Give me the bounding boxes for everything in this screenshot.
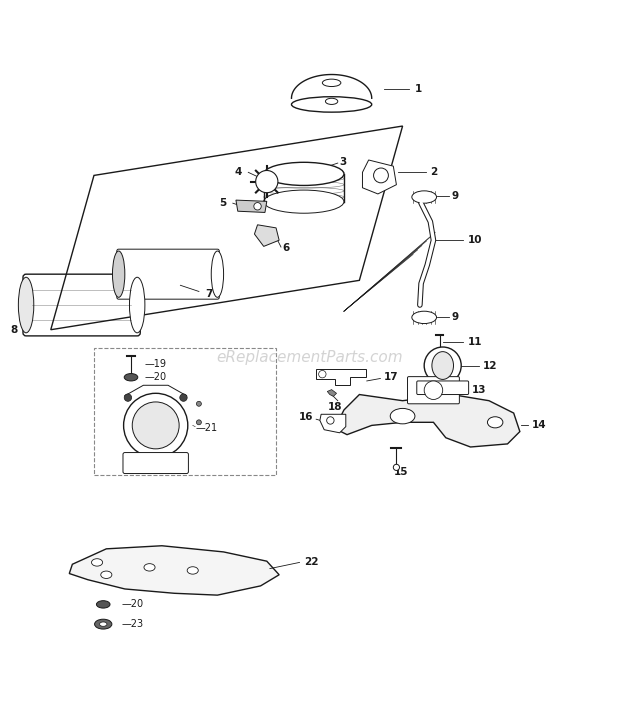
Ellipse shape	[92, 558, 103, 566]
Ellipse shape	[412, 311, 436, 324]
Circle shape	[124, 394, 131, 401]
Text: 18: 18	[327, 402, 342, 412]
Ellipse shape	[95, 619, 112, 629]
Polygon shape	[327, 390, 337, 396]
FancyBboxPatch shape	[407, 377, 459, 404]
Text: —21: —21	[196, 423, 218, 433]
Ellipse shape	[124, 373, 138, 381]
Circle shape	[393, 464, 399, 470]
Polygon shape	[69, 546, 279, 595]
FancyBboxPatch shape	[417, 381, 469, 395]
Text: 9: 9	[452, 191, 459, 201]
Ellipse shape	[487, 417, 503, 428]
Ellipse shape	[424, 347, 461, 384]
FancyBboxPatch shape	[23, 274, 140, 336]
Polygon shape	[236, 200, 267, 212]
Text: 9: 9	[452, 312, 459, 322]
Circle shape	[197, 401, 202, 406]
Text: 10: 10	[467, 235, 482, 245]
Ellipse shape	[264, 190, 344, 213]
Ellipse shape	[187, 567, 198, 574]
Text: eReplacementParts.com: eReplacementParts.com	[216, 350, 404, 365]
Text: —20: —20	[144, 373, 167, 383]
FancyBboxPatch shape	[123, 453, 188, 473]
Ellipse shape	[101, 571, 112, 578]
Text: 15: 15	[394, 467, 408, 477]
Circle shape	[374, 168, 388, 183]
Circle shape	[123, 393, 188, 458]
Text: 2: 2	[430, 167, 438, 177]
Ellipse shape	[100, 622, 107, 626]
Text: 7: 7	[205, 289, 213, 299]
Circle shape	[254, 202, 261, 210]
Text: 4: 4	[235, 167, 242, 177]
Text: 11: 11	[467, 337, 482, 347]
Ellipse shape	[291, 97, 372, 112]
Ellipse shape	[19, 277, 34, 332]
Ellipse shape	[264, 162, 344, 185]
Text: 12: 12	[483, 360, 497, 370]
Text: 13: 13	[472, 385, 486, 395]
Text: 5: 5	[219, 198, 227, 208]
FancyBboxPatch shape	[117, 249, 219, 299]
Text: 1: 1	[415, 84, 422, 94]
Text: 6: 6	[282, 243, 290, 253]
Text: 22: 22	[304, 558, 318, 568]
Ellipse shape	[144, 563, 155, 571]
Ellipse shape	[412, 191, 436, 203]
Polygon shape	[335, 395, 520, 447]
Text: 3: 3	[340, 157, 347, 167]
Circle shape	[319, 370, 326, 378]
Ellipse shape	[390, 408, 415, 424]
Ellipse shape	[322, 79, 341, 87]
Circle shape	[132, 402, 179, 449]
Polygon shape	[320, 414, 346, 433]
Text: —23: —23	[121, 619, 143, 629]
Circle shape	[327, 417, 334, 424]
Polygon shape	[254, 225, 279, 247]
Text: —20: —20	[121, 599, 143, 609]
Circle shape	[255, 170, 278, 193]
Circle shape	[197, 420, 202, 425]
Circle shape	[180, 394, 187, 401]
Polygon shape	[363, 160, 396, 194]
Text: 17: 17	[384, 373, 399, 383]
Ellipse shape	[326, 98, 338, 104]
Text: 16: 16	[299, 413, 313, 423]
Text: —19: —19	[144, 359, 167, 369]
Text: 8: 8	[10, 325, 17, 335]
Text: 14: 14	[532, 420, 547, 430]
Polygon shape	[316, 369, 366, 385]
Ellipse shape	[130, 277, 145, 332]
Circle shape	[424, 381, 443, 400]
Ellipse shape	[97, 601, 110, 608]
Ellipse shape	[432, 352, 453, 380]
Ellipse shape	[112, 251, 125, 297]
Ellipse shape	[211, 251, 224, 297]
